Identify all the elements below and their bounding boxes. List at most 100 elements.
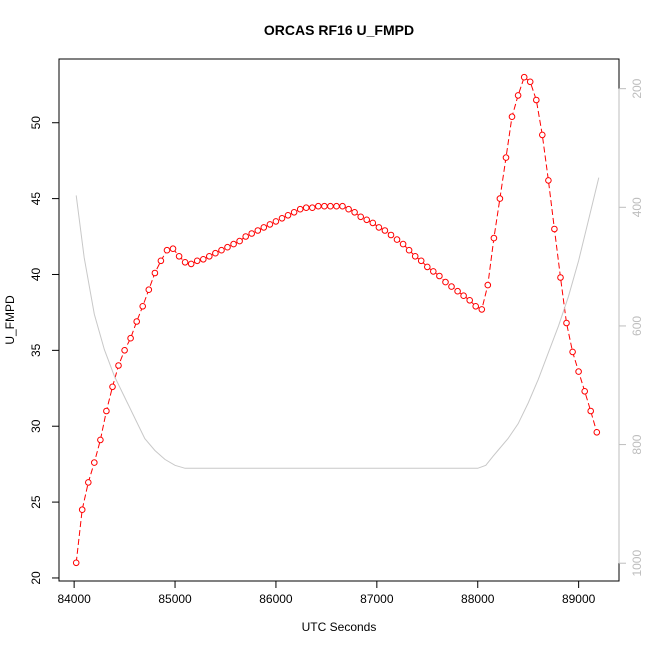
u-fmpd-point	[496, 195, 504, 202]
u-fmpd-point	[478, 306, 486, 313]
u-fmpd-point	[103, 407, 110, 415]
u-fmpd-point	[139, 303, 146, 310]
u-fmpd-point	[460, 292, 467, 300]
u-fmpd-point	[369, 219, 377, 227]
u-fmpd-point	[175, 252, 183, 260]
u-fmpd-point	[472, 303, 480, 310]
u-fmpd-point	[151, 269, 159, 277]
y-tick-label: 50	[29, 116, 43, 130]
u-fmpd-point	[557, 274, 564, 281]
u-fmpd-point	[260, 224, 268, 231]
u-fmpd-point	[145, 286, 153, 294]
u-fmpd-point	[127, 334, 134, 342]
chart-title: ORCAS RF16 U_FMPD	[264, 22, 414, 38]
u-fmpd-point	[91, 459, 98, 466]
y2-axis: 200 400 600 800 1000	[618, 78, 644, 577]
u-fmpd-point	[381, 227, 389, 234]
u-fmpd-point	[357, 213, 365, 221]
u-fmpd-point	[133, 318, 140, 325]
u-fmpd-point	[206, 252, 213, 260]
u-fmpd-point	[411, 252, 419, 260]
plot-frame	[58, 58, 620, 582]
u-fmpd-point	[212, 249, 219, 257]
u-fmpd-point	[290, 209, 298, 216]
u-fmpd-point	[581, 388, 589, 395]
u-fmpd-point	[526, 78, 534, 86]
x-tick-label: 87000	[360, 592, 394, 606]
u-fmpd-point	[97, 436, 104, 444]
x-axis-label: UTC Seconds	[302, 620, 377, 634]
u-fmpd-point	[193, 257, 201, 265]
u-fmpd-point	[296, 205, 304, 213]
u-fmpd-point	[236, 237, 243, 245]
u-fmpd-series-line	[75, 76, 598, 563]
u-fmpd-point	[533, 96, 540, 104]
u-fmpd-point	[502, 154, 510, 161]
u-fmpd-point	[405, 246, 413, 254]
u-fmpd-point	[466, 297, 474, 304]
u-fmpd-point	[224, 243, 231, 251]
u-fmpd-point	[424, 263, 431, 271]
u-fmpd-point	[163, 246, 171, 254]
x-tick-label: 88000	[461, 592, 495, 606]
u-fmpd-point	[309, 204, 316, 211]
u-fmpd-point	[284, 212, 292, 219]
u-fmpd-point	[351, 209, 358, 216]
u-fmpd-point	[278, 215, 286, 222]
x-tick-label: 89000	[562, 592, 596, 606]
y-tick-label: 25	[29, 495, 43, 509]
y-tick-label: 35	[29, 343, 43, 357]
u-fmpd-point	[181, 259, 189, 266]
u-fmpd-point	[363, 216, 371, 224]
y2-tick-label: 1000	[630, 550, 644, 577]
u-fmpd-point	[551, 225, 558, 233]
u-fmpd-point	[218, 246, 225, 254]
u-fmpd-point	[339, 202, 346, 210]
u-fmpd-point	[387, 231, 395, 239]
u-fmpd-point	[448, 283, 455, 290]
u-fmpd-point	[375, 224, 383, 231]
u-fmpd-point	[490, 234, 498, 242]
u-fmpd-point	[230, 240, 237, 248]
u-fmpd-point	[169, 245, 177, 252]
u-fmpd-point	[242, 233, 249, 240]
y-tick-label: 45	[29, 192, 43, 206]
u-fmpd-point	[587, 407, 595, 415]
u-fmpd-point	[484, 281, 492, 289]
u-fmpd-point	[454, 287, 461, 295]
x-tick-label: 85000	[158, 592, 192, 606]
u-fmpd-point	[121, 347, 128, 354]
u-fmpd-point	[545, 177, 552, 184]
u-fmpd-point	[321, 202, 328, 210]
u-fmpd-point	[514, 92, 522, 99]
u-fmpd-point	[78, 506, 86, 514]
u-fmpd-point	[254, 227, 262, 234]
y-axis-label: U_FMPD	[3, 295, 17, 345]
u-fmpd-point	[508, 113, 516, 120]
y2-tick-label: 600	[630, 316, 644, 336]
y-axis: 20 25 30 35 40 45 50	[29, 116, 60, 585]
x-tick-label: 84000	[57, 592, 91, 606]
y-tick-label: 30	[29, 419, 43, 433]
u-fmpd-point	[115, 362, 122, 369]
u-fmpd-point	[345, 205, 352, 213]
u-fmpd-point	[315, 202, 322, 210]
u-fmpd-point	[85, 479, 92, 486]
u-fmpd-point	[417, 257, 425, 265]
u-fmpd-point	[200, 256, 207, 263]
y2-tick-label: 200	[630, 78, 644, 98]
u-fmpd-point	[109, 383, 116, 391]
series-layer	[72, 73, 601, 567]
y-tick-label: 20	[29, 571, 43, 585]
u-fmpd-point	[302, 204, 310, 211]
secondary-series-line	[75, 177, 600, 469]
u-fmpd-point	[333, 202, 340, 210]
u-fmpd-point	[442, 278, 449, 286]
u-fmpd-point	[569, 348, 576, 356]
u-fmpd-point	[436, 272, 443, 280]
y2-tick-label: 800	[630, 434, 644, 454]
x-tick-label: 86000	[259, 592, 293, 606]
u-fmpd-point	[157, 257, 165, 265]
u-fmpd-point	[72, 559, 80, 567]
